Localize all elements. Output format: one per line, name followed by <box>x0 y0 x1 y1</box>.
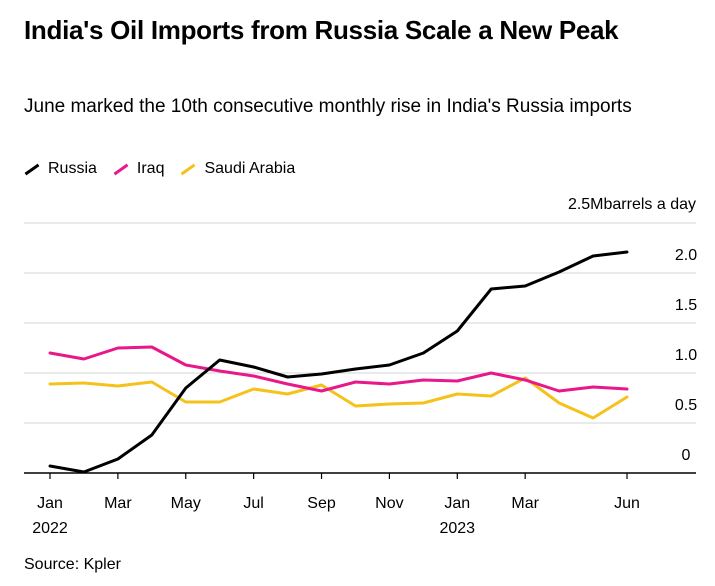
x-tick-label: Nov <box>375 495 403 512</box>
legend-item-saudi-arabia: Saudi Arabia <box>180 160 295 178</box>
legend-label-russia: Russia <box>48 160 97 177</box>
x-tick-label: Jan <box>37 495 63 512</box>
y-tick-label: 1.0 <box>675 347 697 364</box>
y-tick-label: 1.5 <box>675 297 697 314</box>
y-tick-label: 0.5 <box>675 397 697 414</box>
chart-subtitle: June marked the 10th consecutive monthly… <box>24 96 632 117</box>
series-line-russia <box>48 250 629 474</box>
source-note: Source: Kpler <box>24 556 121 573</box>
legend: Russia Iraq Saudi Arabia <box>24 157 311 181</box>
x-tick-year-label: 2023 <box>439 520 475 537</box>
y-tick-label: 2.0 <box>675 247 697 264</box>
y-axis-unit-label: 2.5Mbarrels a day <box>568 196 696 213</box>
legend-label-saudi-arabia: Saudi Arabia <box>204 160 296 177</box>
series-line-iraq <box>48 345 629 393</box>
x-tick-label: Jan <box>444 495 470 512</box>
x-tick-year-label: 2022 <box>32 520 68 537</box>
y-tick-label: 0 <box>682 447 691 464</box>
x-tick-label: Mar <box>511 495 539 512</box>
legend-item-russia: Russia <box>24 160 97 178</box>
legend-label-iraq: Iraq <box>136 160 165 177</box>
x-tick-label: Mar <box>104 495 132 512</box>
x-tick-label: Jun <box>614 495 640 512</box>
x-tick-label: Sep <box>307 495 336 512</box>
legend-item-iraq: Iraq <box>113 160 165 178</box>
x-tick-label: Jul <box>243 495 263 512</box>
x-tick-label: May <box>171 495 201 512</box>
chart-title: India's Oil Imports from Russia Scale a … <box>24 15 619 45</box>
